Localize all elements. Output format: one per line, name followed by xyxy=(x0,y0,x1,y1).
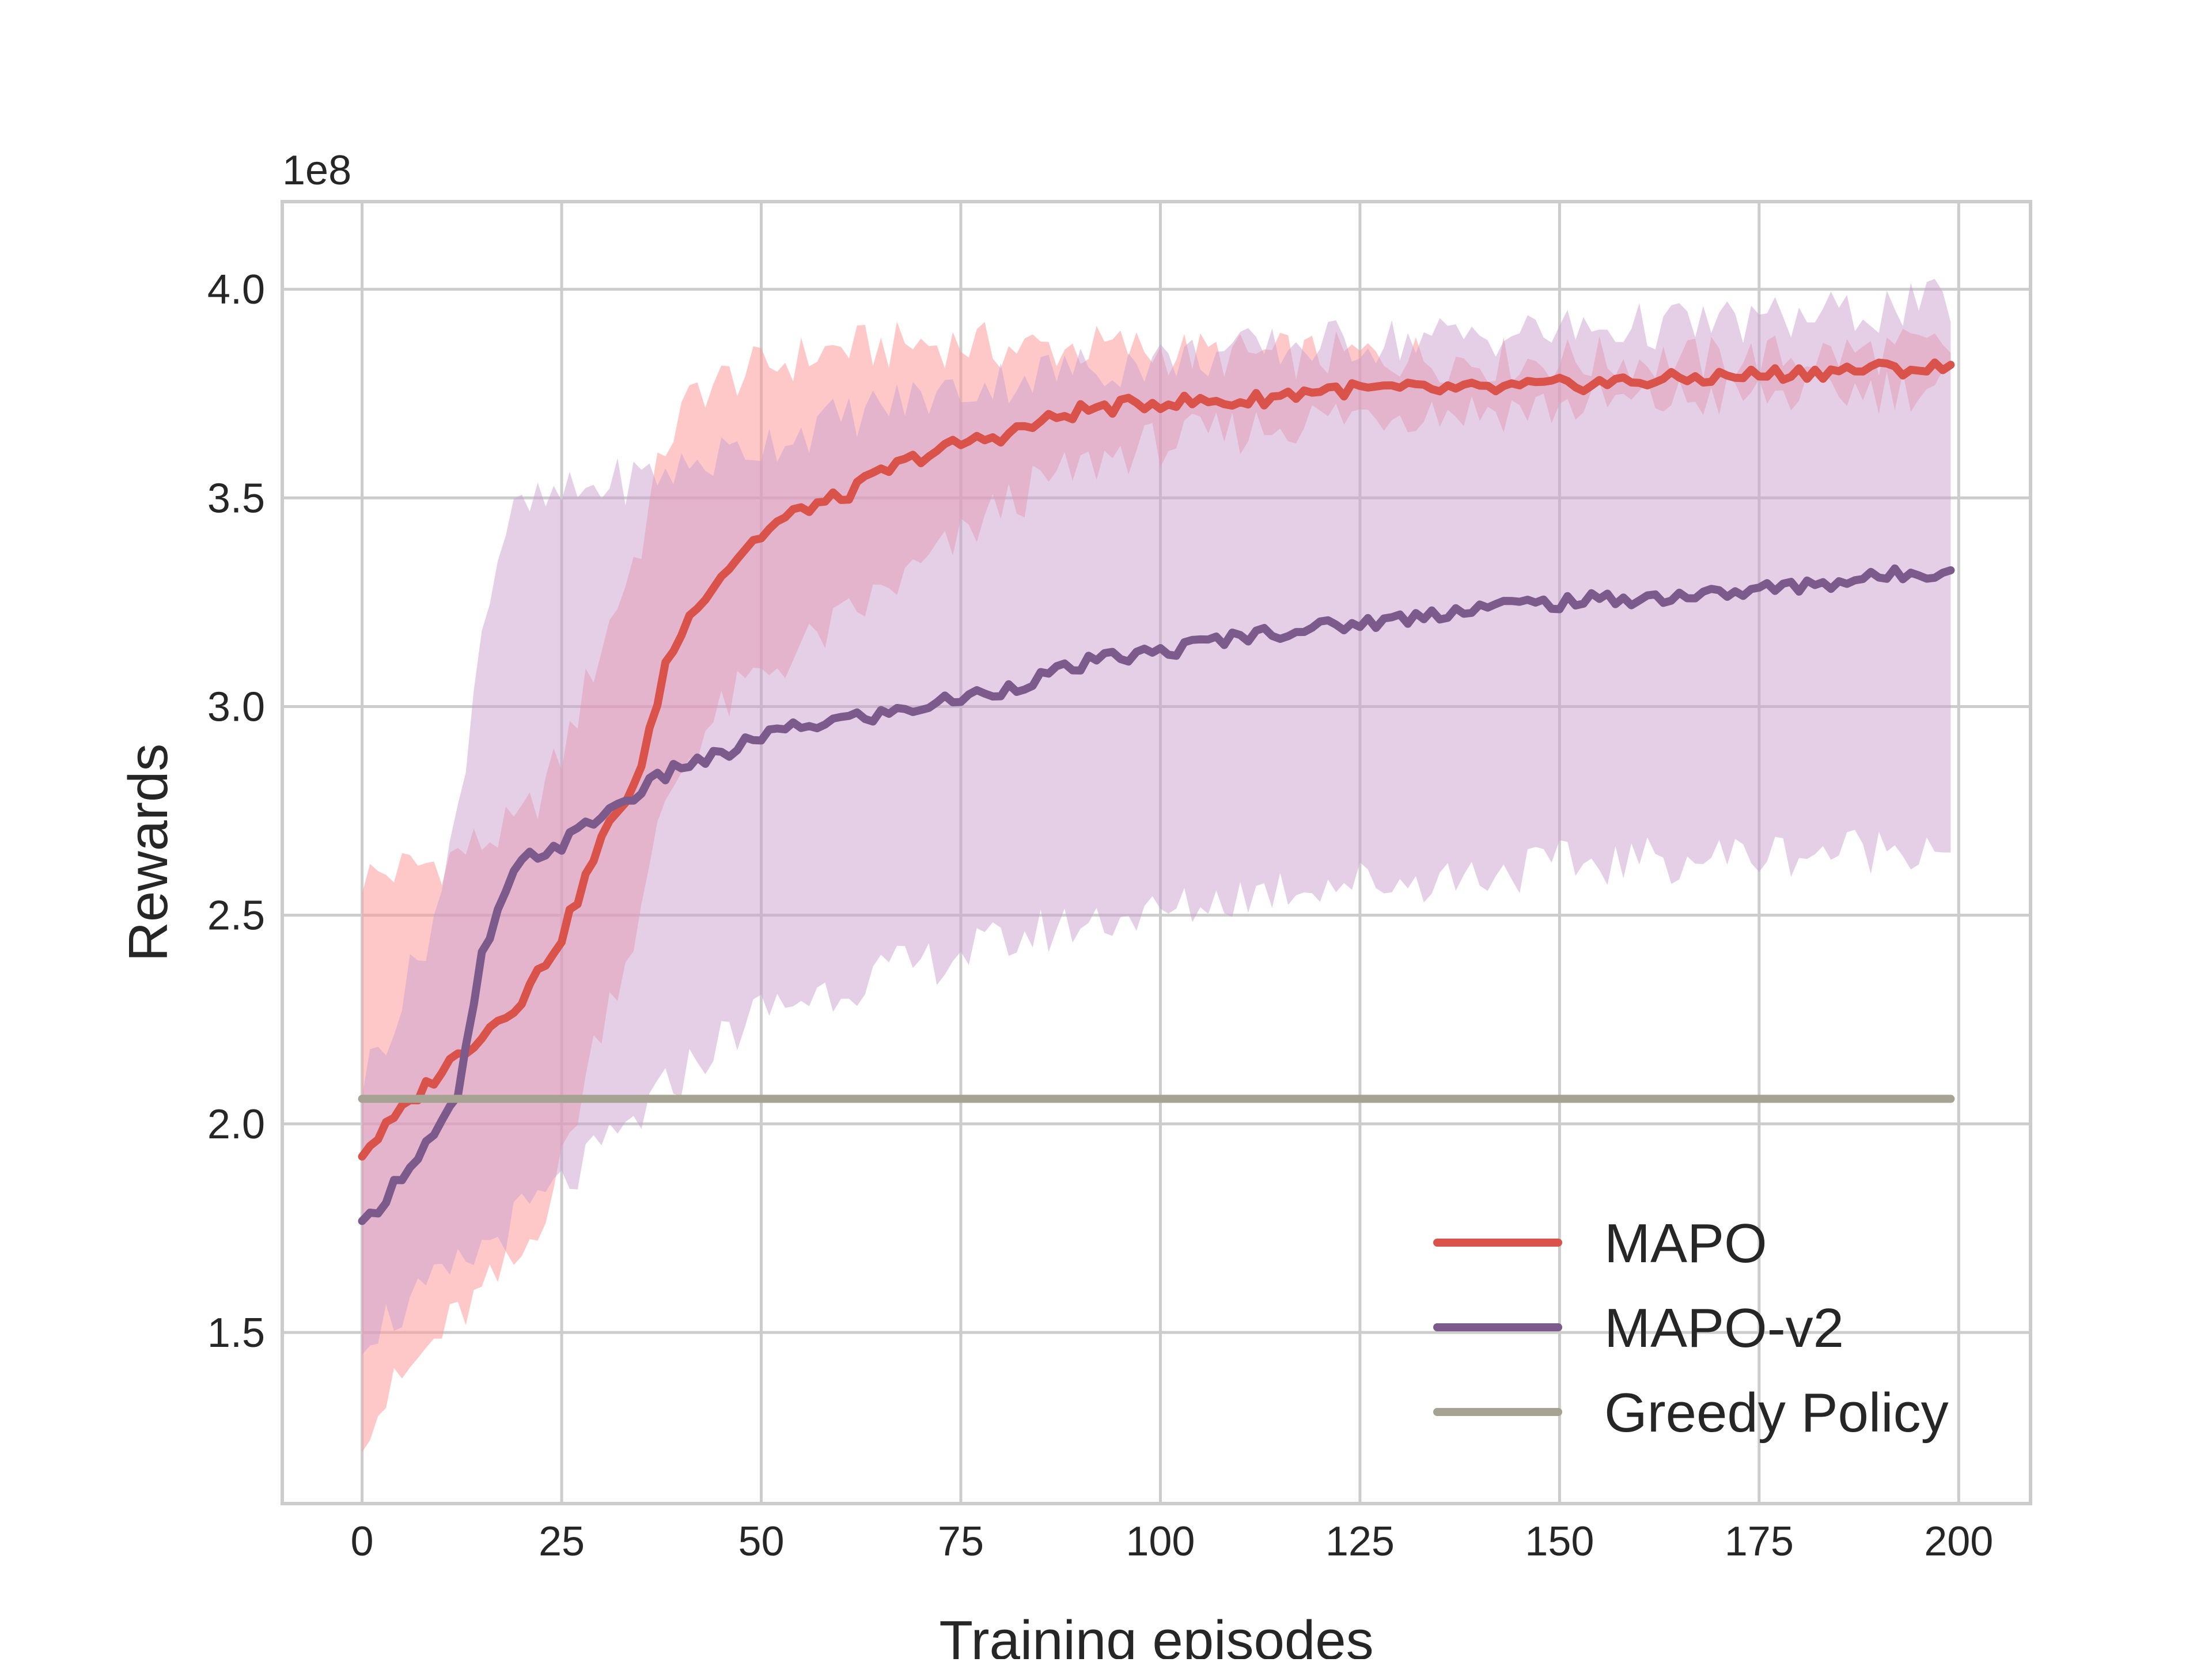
y-tick-label: 3.5 xyxy=(207,475,265,521)
y-axis-label: Rewards xyxy=(118,744,179,962)
series-lines xyxy=(358,358,1955,1225)
x-tick-label: 0 xyxy=(351,1519,374,1565)
y-offset-label: 1e8 xyxy=(282,147,351,194)
x-tick-label: 25 xyxy=(539,1519,585,1565)
x-tick-label: 175 xyxy=(1725,1519,1794,1565)
legend-label-greedy-policy: Greedy Policy xyxy=(1604,1382,1949,1444)
x-tick-label: 50 xyxy=(738,1519,784,1565)
y-tick-label: 2.5 xyxy=(207,893,265,939)
y-tick-label: 2.0 xyxy=(207,1101,265,1148)
y-tick-labels: 1.5 2.0 2.5 3.0 3.5 4.0 xyxy=(207,267,265,1356)
legend-label-mapo: MAPO xyxy=(1604,1213,1767,1274)
confidence-bands xyxy=(362,279,1951,1452)
x-tick-label: 100 xyxy=(1126,1519,1195,1565)
x-tick-label: 125 xyxy=(1325,1519,1395,1565)
x-tick-labels: 0 25 50 75 100 125 150 175 200 xyxy=(351,1519,1994,1565)
legend: MAPO MAPO-v2 Greedy Policy xyxy=(1433,1213,1949,1444)
y-tick-label: 3.0 xyxy=(207,684,265,730)
line-mapo-v2 xyxy=(358,564,1955,1225)
x-axis-label: Training episodes xyxy=(939,1610,1373,1659)
plot-frame xyxy=(281,200,2032,1505)
x-tick-label: 150 xyxy=(1525,1519,1594,1565)
x-tick-label: 75 xyxy=(938,1519,984,1565)
legend-label-mapo-v2: MAPO-v2 xyxy=(1604,1297,1844,1359)
y-tick-label: 1.5 xyxy=(207,1310,265,1356)
y-tick-label: 4.0 xyxy=(207,267,265,313)
band-mapo-v2 xyxy=(362,279,1951,1355)
x-tick-label: 200 xyxy=(1924,1519,1993,1565)
